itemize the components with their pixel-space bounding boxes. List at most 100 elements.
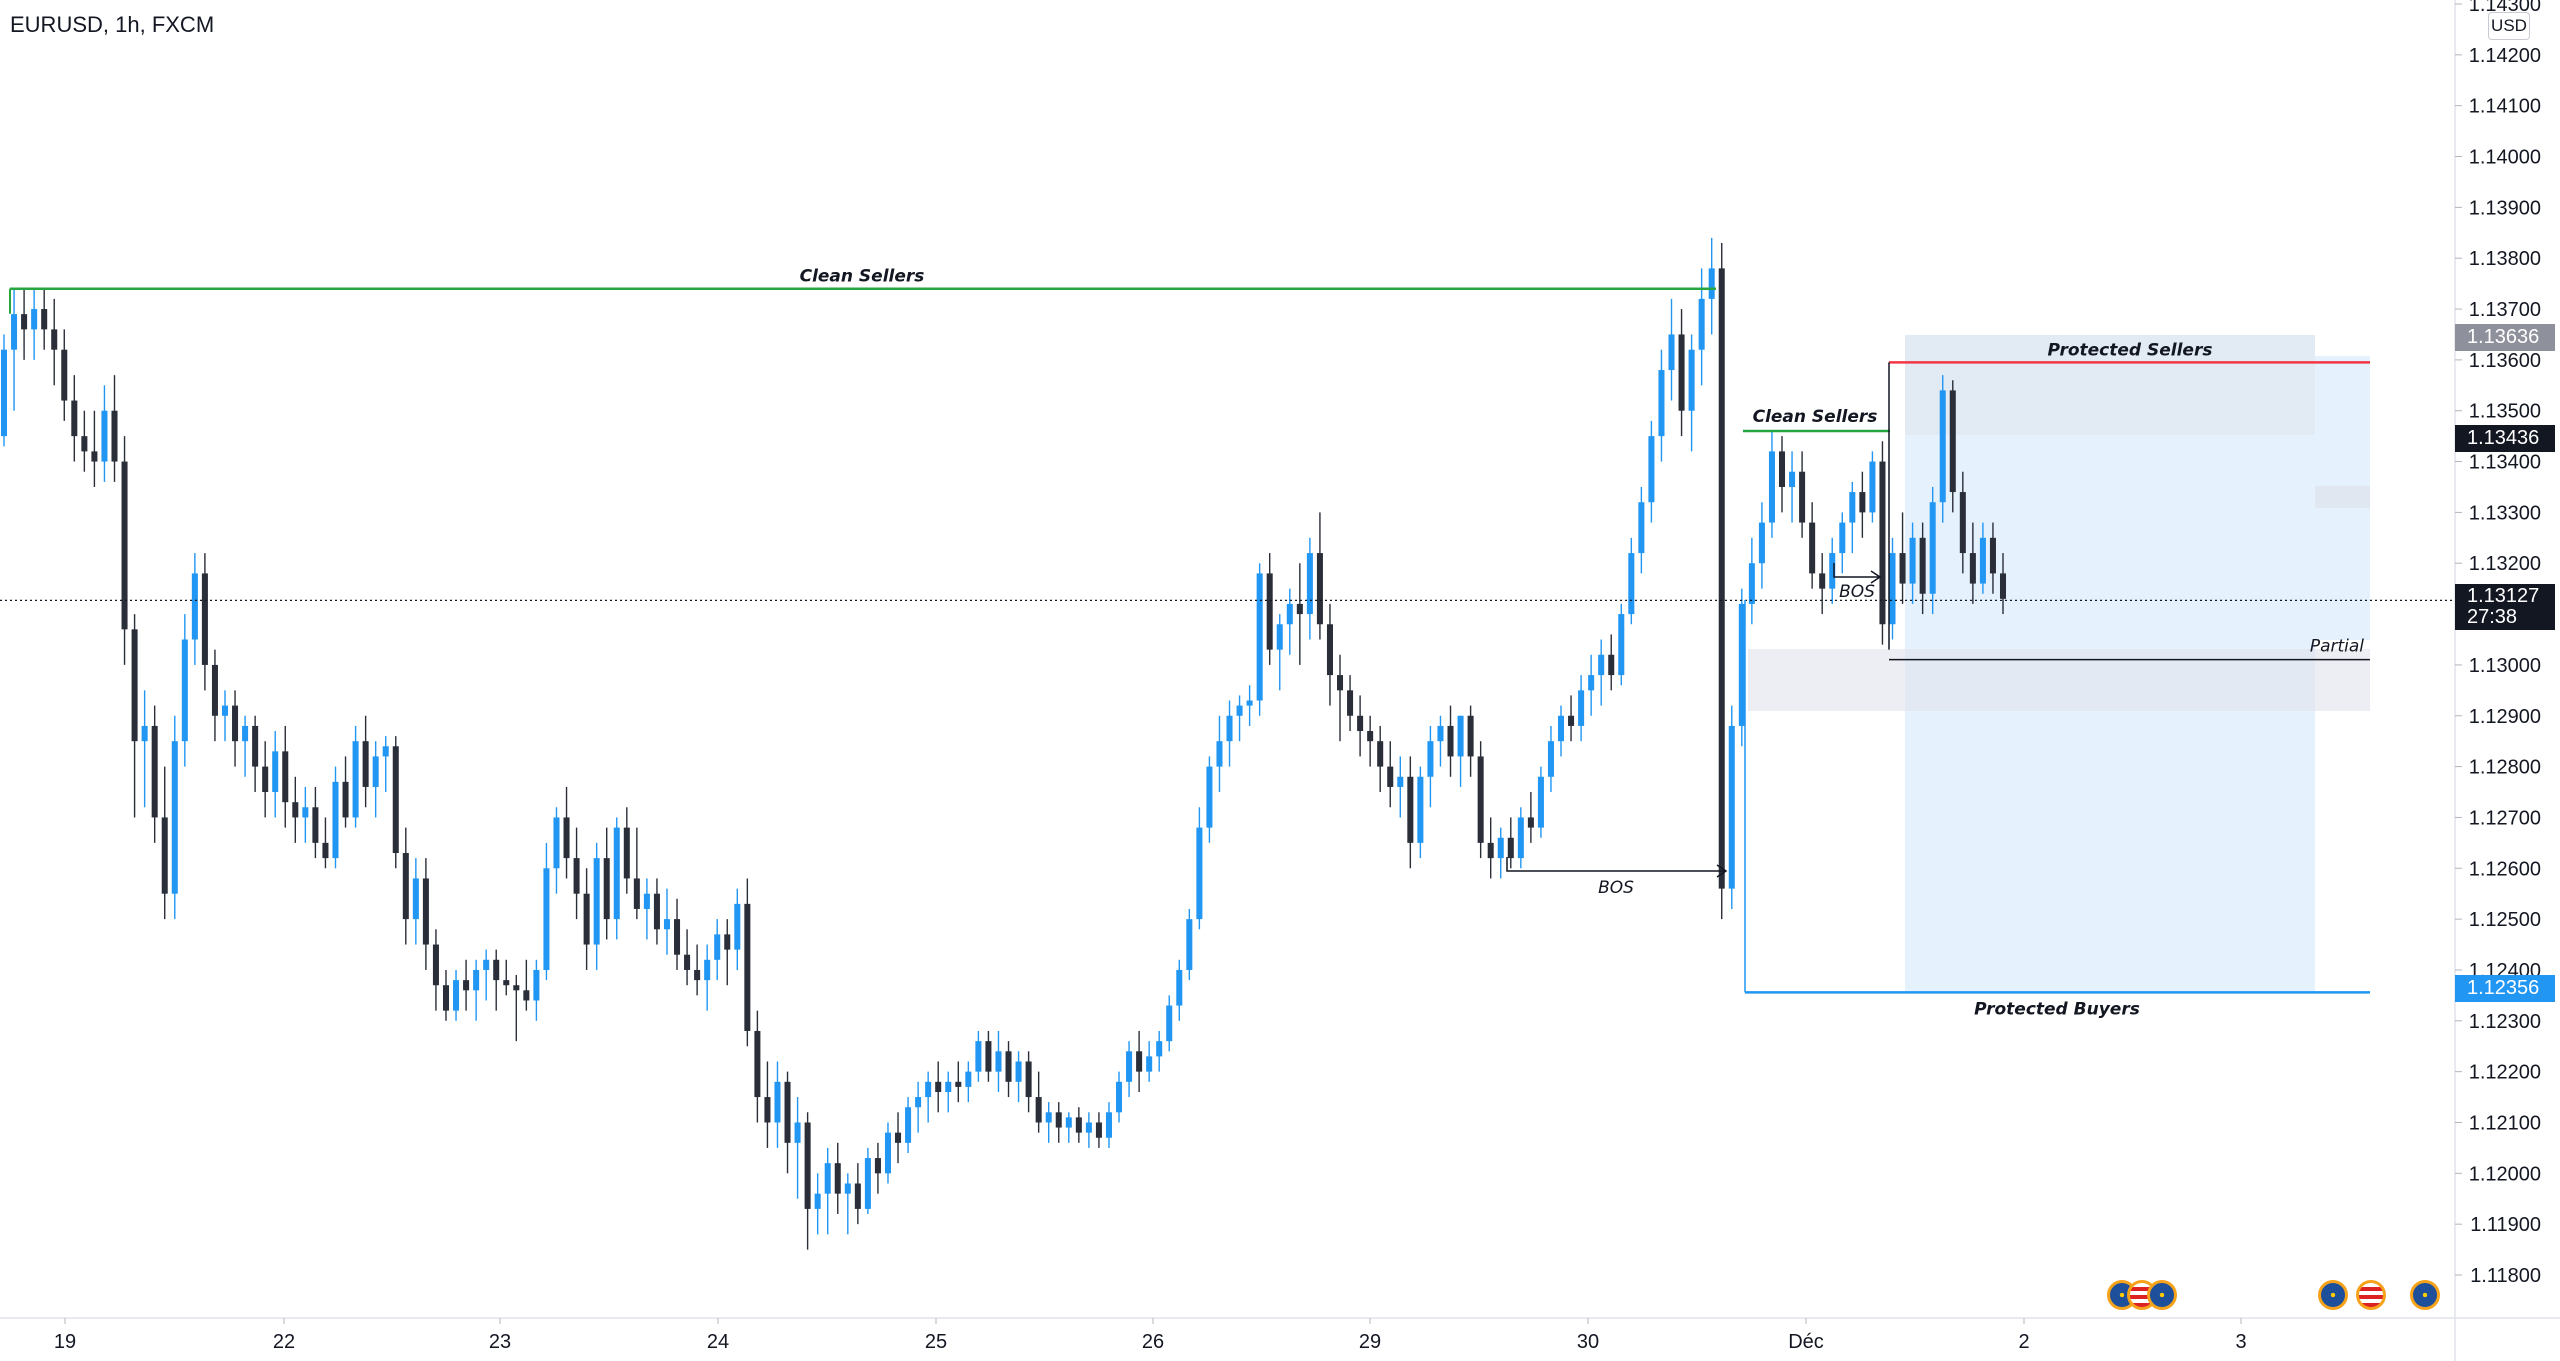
candle [1959,471,1966,574]
candle-body [985,1041,992,1072]
candle-body [1728,725,1735,889]
candle [51,298,58,386]
symbol-title[interactable]: EURUSD, 1h, FXCM [10,12,215,37]
y-tick-label: 1.13000 [2469,655,2541,677]
candle-body [895,1132,902,1143]
candle [1025,1051,1032,1113]
candle [925,1071,932,1123]
candle [834,1142,841,1214]
y-tick-label: 1.12200 [2469,1062,2541,1084]
candle [292,776,299,843]
candle-body [463,980,470,991]
candle-body [1055,1112,1062,1128]
candle [1879,441,1886,645]
y-tick-label: 1.12300 [2469,1011,2541,1033]
candle-body [834,1163,841,1194]
candle [1397,756,1404,818]
candle-body [1969,553,1976,584]
price-tag-upper: 1.13436 [2455,425,2555,452]
candle [1075,1107,1082,1143]
price-tag-highlight: 1.13636 [2455,324,2555,351]
candle [1347,675,1354,732]
candle-body [292,802,299,818]
candle [1698,268,1705,386]
candle [0,334,8,447]
candle [874,1142,881,1194]
candle-body [1678,334,1685,411]
candle-body [1708,268,1715,299]
candle [543,842,550,981]
candle [1999,553,2007,615]
candle-body [854,1183,861,1209]
candle-body [1919,537,1926,594]
candle [1748,537,1755,625]
candle [91,410,98,487]
candle [1276,614,1283,691]
candle [744,878,751,1047]
candle-body [935,1081,942,1092]
candle [21,288,28,360]
candle-body [81,436,88,452]
time-axis[interactable]: 19 22 23 24 25 26 29 30 Déc 2 3 [0,1317,2560,1353]
candle [111,375,118,482]
candle-body [593,858,600,945]
price-tag-last: 1.13127 27:38 [2455,584,2555,630]
candle-body [1899,553,1906,584]
candle [583,868,590,970]
candle [814,1173,821,1235]
candle [1849,481,1856,554]
eu-flag-icon[interactable] [2410,1280,2440,1310]
candle-body [704,959,711,981]
x-tick-label: 19 [54,1331,76,1353]
candle [161,766,168,920]
candle-body [1537,776,1544,828]
candle-body [1618,614,1625,676]
candle [1688,334,1695,452]
candle-body [493,959,500,981]
eu-flag-icon[interactable] [2318,1280,2348,1310]
candle [1598,639,1605,706]
y-tick-label: 1.14000 [2469,147,2541,169]
candle [1296,563,1303,665]
candle [784,1071,791,1174]
candle [945,1071,952,1113]
candle [1477,741,1484,859]
y-tick-label: 1.12600 [2469,858,2541,880]
candle [1306,537,1313,640]
candle [975,1030,982,1082]
candle [553,807,560,894]
candle-body [945,1081,952,1092]
candle [1919,522,1926,615]
y-tick-label: 1.12100 [2469,1112,2541,1134]
candle [402,827,409,945]
candle-body [633,878,640,909]
candle-body [663,919,670,930]
candle-body [573,858,580,894]
candle-body [523,990,530,1001]
price-axis[interactable]: 1.143001.142001.141001.140001.139001.138… [2454,0,2541,1361]
candle-body [1146,1056,1153,1072]
candle [704,944,711,1011]
candle [1326,603,1333,706]
candle-body [1246,700,1253,706]
candle-body [1859,492,1866,513]
candle-body [1638,502,1645,554]
candle [1819,553,1826,615]
candle-body [1005,1051,1012,1082]
candle-body [1236,705,1243,716]
candle [1939,375,1946,523]
bos-arrow-2-line [1833,563,1880,578]
currency-badge[interactable]: USD [2488,12,2530,40]
candle-body [905,1107,912,1143]
us-flag-icon[interactable] [2356,1280,2386,1310]
x-tick-label: 2 [2018,1331,2029,1353]
candle-body [804,1122,811,1209]
candle [1417,766,1424,859]
candle-body [181,639,188,742]
candle-body [583,893,590,945]
eu-flag-icon[interactable] [2147,1280,2177,1310]
candle-body [242,725,249,742]
candle [1216,715,1223,793]
candle [61,329,68,421]
